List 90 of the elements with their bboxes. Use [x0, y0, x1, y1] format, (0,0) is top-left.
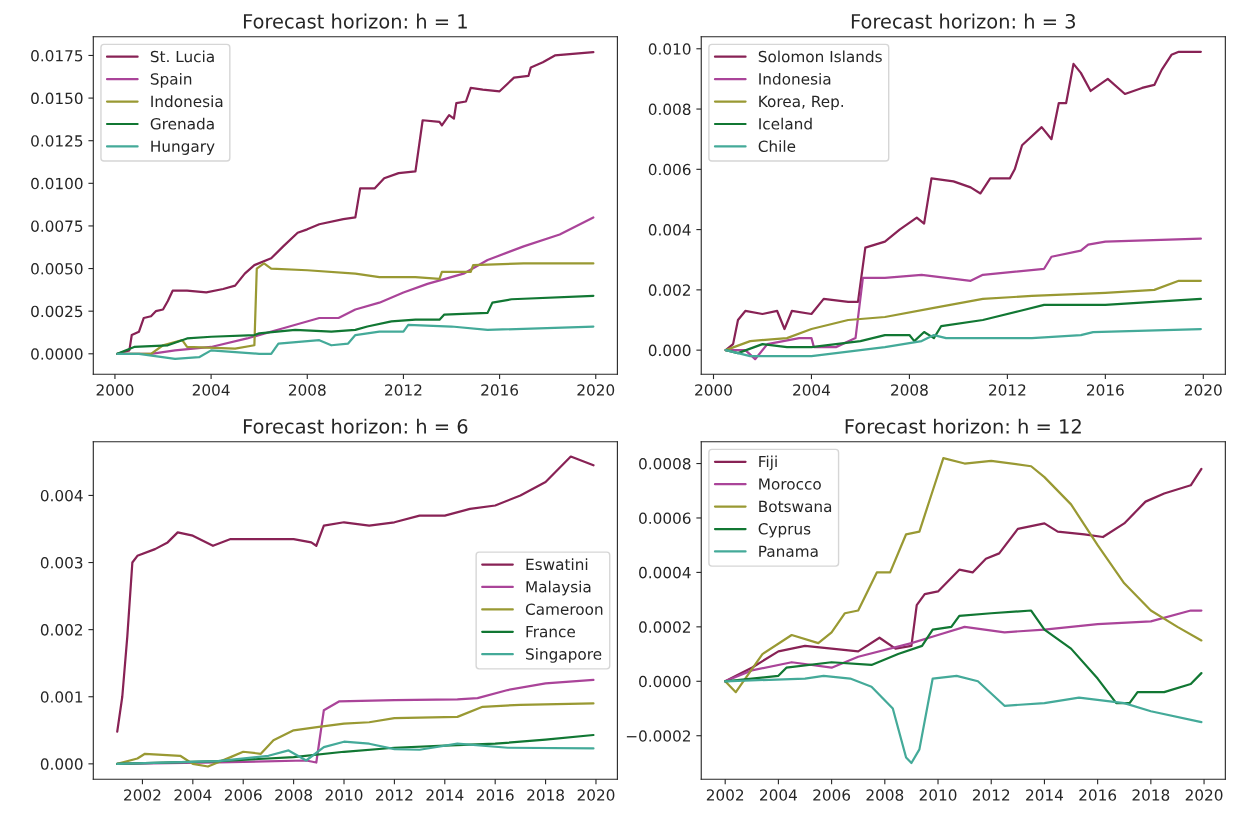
x-tick-label: 2008 [275, 789, 313, 801]
x-tick-label: 2020 [1184, 384, 1222, 396]
y-tick-label: 0.0008 [639, 457, 691, 470]
x-tick-label: 2008 [866, 789, 904, 801]
legend-label: Cyprus [758, 523, 811, 538]
y-tick-label: 0.000 [40, 758, 83, 770]
legend-label: Indonesia [151, 95, 223, 108]
x-tick-label: 2018 [1132, 789, 1170, 801]
legend-label: Panama [759, 545, 818, 558]
y-tick-label: 0.008 [648, 103, 691, 116]
x-tick-label: 2012 [385, 384, 422, 396]
legend-label: Botswana [759, 500, 832, 513]
legend-label: Malaysia [526, 580, 591, 596]
chart-title: Forecast horizon: h = 3 [851, 13, 1076, 29]
y-tick-label: 0.010 [648, 43, 691, 55]
x-tick-label: 2004 [793, 384, 831, 396]
y-tick-label: 0.002 [40, 624, 83, 636]
legend-label: Korea, Rep. [759, 95, 844, 111]
line-series [724, 327, 1202, 358]
x-tick-label: 2000 [96, 384, 134, 396]
y-tick-label: −0.0002 [626, 730, 690, 742]
y-tick-label: 0.0150 [31, 92, 83, 105]
line-series [116, 740, 595, 765]
x-tick-label: 2012 [989, 384, 1026, 396]
chart-title: Forecast horizon: h = 6 [243, 418, 468, 434]
y-tick-label: 0.0075 [31, 220, 83, 232]
x-tick-label: 2004 [192, 384, 230, 396]
x-tick-label: 2004 [760, 789, 797, 801]
y-tick-label: 0.0006 [639, 512, 691, 524]
y-tick-label: 0.0100 [31, 177, 83, 190]
line-series [116, 702, 595, 768]
x-tick-label: 2008 [288, 384, 326, 396]
y-tick-label: 0.0175 [31, 49, 83, 62]
legend-label: Iceland [759, 117, 812, 130]
legend-label: Grenada [150, 117, 214, 130]
x-tick-label: 2016 [1087, 384, 1124, 396]
x-tick-label: 2000 [695, 384, 732, 396]
line-series [724, 50, 1202, 352]
x-tick-label: 2002 [124, 789, 161, 801]
x-tick-label: 2018 [527, 789, 564, 801]
line-series [116, 323, 595, 361]
legend-label: Singapore [526, 647, 602, 663]
x-tick-label: 2016 [1079, 789, 1117, 801]
line-series [724, 674, 1203, 765]
legend-label: Hungary [151, 140, 215, 155]
x-tick-label: 2012 [972, 789, 1010, 801]
y-tick-label: 0.003 [40, 557, 83, 569]
legend-label: Fiji [759, 455, 777, 471]
x-tick-label: 2020 [1185, 789, 1223, 801]
legend-label: France [526, 626, 576, 638]
x-tick-label: 2020 [577, 789, 615, 801]
legend-label: Solomon Islands [758, 50, 882, 63]
x-tick-label: 2002 [706, 789, 744, 801]
y-tick-label: 0.0004 [639, 566, 691, 579]
y-tick-label: 0.004 [40, 489, 83, 502]
y-tick-label: 0.0000 [31, 348, 83, 360]
x-tick-label: 2004 [174, 789, 212, 801]
legend-label: Indonesia [759, 72, 831, 85]
x-tick-label: 2016 [476, 789, 514, 801]
x-tick-label: 2010 [325, 789, 363, 801]
y-tick-label: 0.004 [648, 224, 691, 236]
chart-title: Forecast horizon: h = 1 [243, 13, 467, 29]
y-tick-label: 0.0000 [639, 675, 691, 688]
y-tick-label: 0.006 [648, 163, 691, 176]
x-tick-label: 2010 [919, 789, 957, 801]
x-tick-label: 2006 [813, 789, 851, 801]
x-tick-label: 2020 [577, 384, 615, 396]
x-tick-label: 2014 [1026, 789, 1064, 801]
legend-label: Cameroon [525, 603, 603, 615]
x-tick-label: 2006 [224, 789, 262, 801]
y-tick-label: 0.0050 [31, 263, 83, 275]
legend-label: Spain [150, 72, 192, 88]
line-series [724, 279, 1202, 352]
legend-label: Morocco [759, 478, 821, 490]
legend-label: St. Lucia [150, 50, 214, 63]
legend-label: Chile [758, 140, 796, 152]
x-tick-label: 2008 [891, 384, 928, 396]
y-tick-label: 0.0025 [31, 305, 83, 318]
y-tick-label: 0.001 [40, 691, 83, 703]
x-tick-label: 2014 [426, 789, 464, 801]
x-tick-label: 2012 [376, 789, 413, 801]
legend-label: Eswatini [526, 558, 588, 571]
y-tick-label: 0.002 [648, 284, 690, 296]
y-tick-label: 0.0002 [639, 621, 690, 633]
line-series [116, 294, 595, 355]
x-tick-label: 2016 [481, 384, 519, 396]
chart-title: Forecast horizon: h = 12 [845, 418, 1081, 434]
y-tick-label: 0.000 [648, 344, 691, 357]
y-tick-label: 0.0125 [31, 135, 83, 147]
line-series [724, 609, 1203, 683]
